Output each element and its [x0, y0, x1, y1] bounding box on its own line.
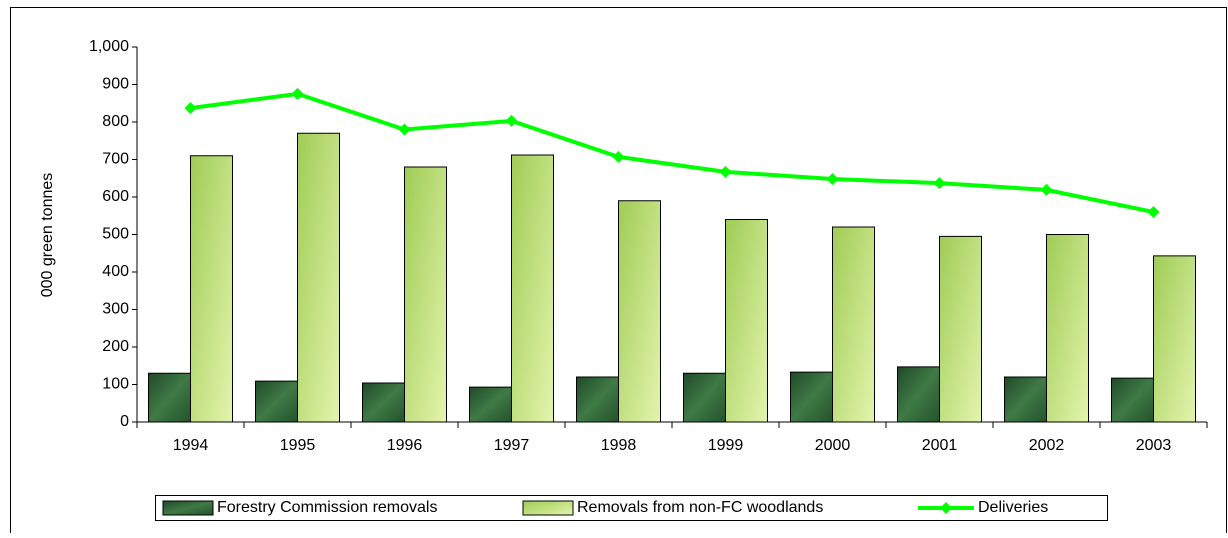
marker	[291, 87, 304, 100]
y-tick-label: 200	[102, 338, 129, 355]
bar	[790, 371, 833, 423]
legend-swatch	[162, 500, 214, 516]
y-tick-label: 500	[102, 226, 129, 243]
bar	[148, 372, 191, 423]
marker	[184, 102, 197, 115]
bar	[1004, 376, 1047, 423]
marker	[826, 173, 839, 185]
y-tick-label: 100	[102, 376, 129, 393]
x-tick-label: 2003	[1136, 437, 1172, 454]
x-tick-label: 1995	[280, 437, 316, 454]
bar	[725, 219, 768, 423]
marker	[719, 165, 732, 178]
marker	[933, 177, 946, 190]
bar	[576, 376, 619, 423]
y-tick-label: 400	[102, 263, 129, 280]
y-tick-label: 0	[120, 413, 129, 430]
bar	[939, 235, 982, 423]
bar	[404, 166, 447, 423]
legend-label: Deliveries	[978, 499, 1048, 516]
bar	[190, 155, 233, 423]
bar	[511, 154, 554, 423]
y-tick-label: 600	[102, 188, 129, 205]
y-tick-label: 300	[102, 301, 129, 318]
bar	[1046, 234, 1089, 423]
bar	[683, 372, 726, 423]
y-tick-label: 700	[102, 151, 129, 168]
y-tick-label: 1,000	[89, 38, 129, 55]
y-tick-label: 900	[102, 76, 129, 93]
marker	[505, 114, 518, 127]
legend-marker	[940, 502, 952, 514]
bar	[832, 226, 875, 423]
legend-label: Removals from non-FC woodlands	[577, 499, 823, 516]
x-tick-label: 1998	[601, 437, 637, 454]
legend-swatch	[522, 500, 574, 516]
bar	[1111, 377, 1154, 423]
x-tick-label: 1996	[387, 437, 423, 454]
x-tick-label: 1997	[494, 437, 530, 454]
x-tick-label: 1994	[173, 437, 209, 454]
bar	[618, 200, 661, 423]
marker	[612, 150, 625, 163]
y-tick-label: 800	[102, 113, 129, 130]
x-tick-label: 2002	[1029, 437, 1065, 454]
line	[190, 91, 1154, 214]
marker	[1147, 206, 1160, 218]
marker	[398, 123, 411, 136]
bar	[469, 386, 512, 423]
bar	[1153, 255, 1196, 423]
bar	[297, 132, 340, 423]
x-tick-label: 2000	[815, 437, 851, 454]
bar	[897, 366, 940, 423]
y-axis-label: 000 green tonnes	[39, 173, 56, 298]
x-tick-label: 1999	[708, 437, 744, 454]
marker	[1040, 183, 1053, 196]
x-tick-label: 2001	[922, 437, 958, 454]
bar	[362, 382, 405, 423]
legend-label: Forestry Commission removals	[217, 499, 437, 516]
bar	[255, 380, 298, 423]
